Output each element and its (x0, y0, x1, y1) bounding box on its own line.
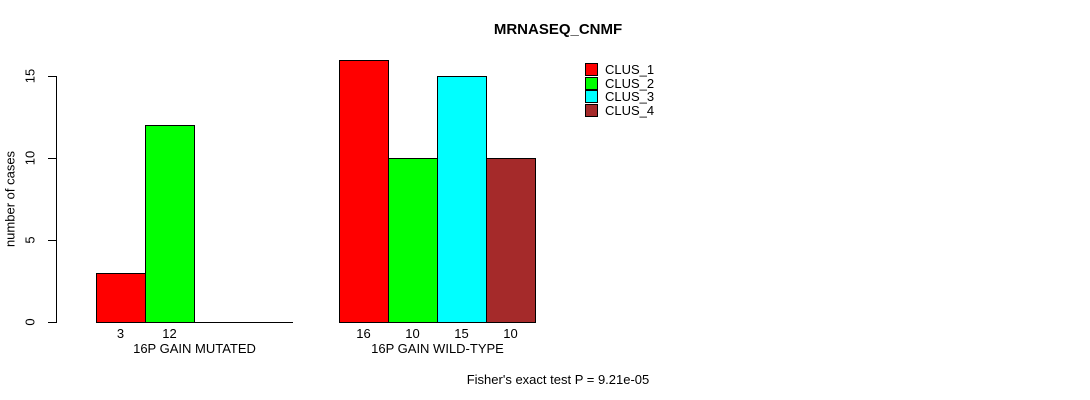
y-axis-tick (48, 158, 56, 159)
y-axis-tick (48, 76, 56, 77)
fisher-test-annotation: Fisher's exact test P = 9.21e-05 (466, 372, 650, 387)
y-axis-tick-label: 5 (22, 236, 38, 244)
legend-label: CLUS_1 (605, 62, 655, 77)
legend-swatch-clus_3 (585, 90, 598, 103)
group-label: 16P GAIN MUTATED (133, 341, 256, 356)
bar-clus_2 (388, 158, 438, 323)
bar-clus_3 (437, 76, 487, 323)
legend-swatch-clus_1 (585, 63, 598, 76)
legend-swatch-clus_2 (585, 77, 598, 90)
legend-label: CLUS_3 (605, 89, 655, 104)
y-axis-tick-label: 15 (22, 68, 38, 84)
chart-title: MRNASEQ_CNMF (493, 21, 623, 38)
bar-clus_1 (339, 60, 389, 323)
bar-value-label: 10 (405, 326, 420, 341)
bar-clus_2 (145, 125, 195, 323)
y-axis-tick (48, 322, 56, 323)
y-axis-tick (48, 240, 56, 241)
bar-clus_1 (96, 273, 146, 323)
bar-value-label: 15 (454, 326, 469, 341)
legend-label: CLUS_2 (605, 76, 655, 91)
bar-clus_4 (486, 158, 536, 323)
y-axis-title: number of cases (2, 150, 18, 248)
bar-value-label: 3 (116, 326, 125, 341)
y-axis-tick-label: 0 (22, 318, 38, 326)
legend-swatch-clus_4 (585, 104, 598, 117)
bar-value-label: 16 (356, 326, 371, 341)
y-axis-line (56, 76, 57, 323)
legend-label: CLUS_4 (605, 103, 655, 118)
group-label: 16P GAIN WILD-TYPE (371, 341, 504, 356)
bar-value-label: 12 (162, 326, 177, 341)
y-axis-tick-label: 10 (22, 150, 38, 166)
bar-value-label: 10 (503, 326, 518, 341)
